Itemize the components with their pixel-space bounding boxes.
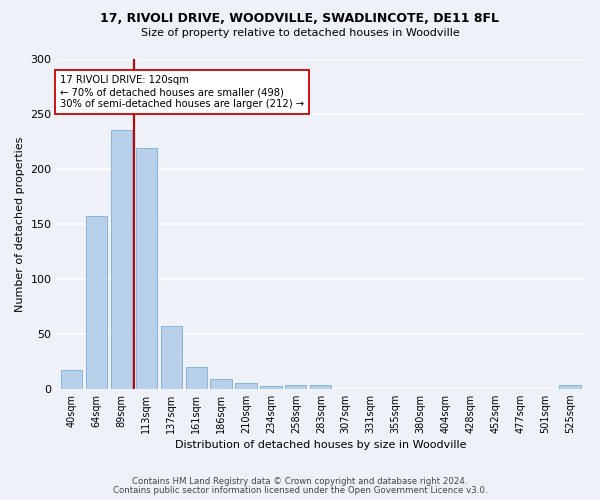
- Bar: [61, 370, 82, 388]
- Text: 17 RIVOLI DRIVE: 120sqm
← 70% of detached houses are smaller (498)
30% of semi-d: 17 RIVOLI DRIVE: 120sqm ← 70% of detache…: [60, 76, 304, 108]
- Bar: [285, 386, 307, 388]
- Y-axis label: Number of detached properties: Number of detached properties: [15, 136, 25, 312]
- Text: Size of property relative to detached houses in Woodville: Size of property relative to detached ho…: [140, 28, 460, 38]
- Text: Contains HM Land Registry data © Crown copyright and database right 2024.: Contains HM Land Registry data © Crown c…: [132, 477, 468, 486]
- X-axis label: Distribution of detached houses by size in Woodville: Distribution of detached houses by size …: [175, 440, 467, 450]
- Bar: [559, 386, 581, 388]
- Text: 17, RIVOLI DRIVE, WOODVILLE, SWADLINCOTE, DE11 8FL: 17, RIVOLI DRIVE, WOODVILLE, SWADLINCOTE…: [101, 12, 499, 26]
- Text: Contains public sector information licensed under the Open Government Licence v3: Contains public sector information licen…: [113, 486, 487, 495]
- Bar: [310, 386, 331, 388]
- Bar: [86, 216, 107, 388]
- Bar: [235, 383, 257, 388]
- Bar: [260, 386, 281, 388]
- Bar: [136, 148, 157, 388]
- Bar: [211, 379, 232, 388]
- Bar: [161, 326, 182, 388]
- Bar: [185, 366, 207, 388]
- Bar: [111, 130, 132, 388]
